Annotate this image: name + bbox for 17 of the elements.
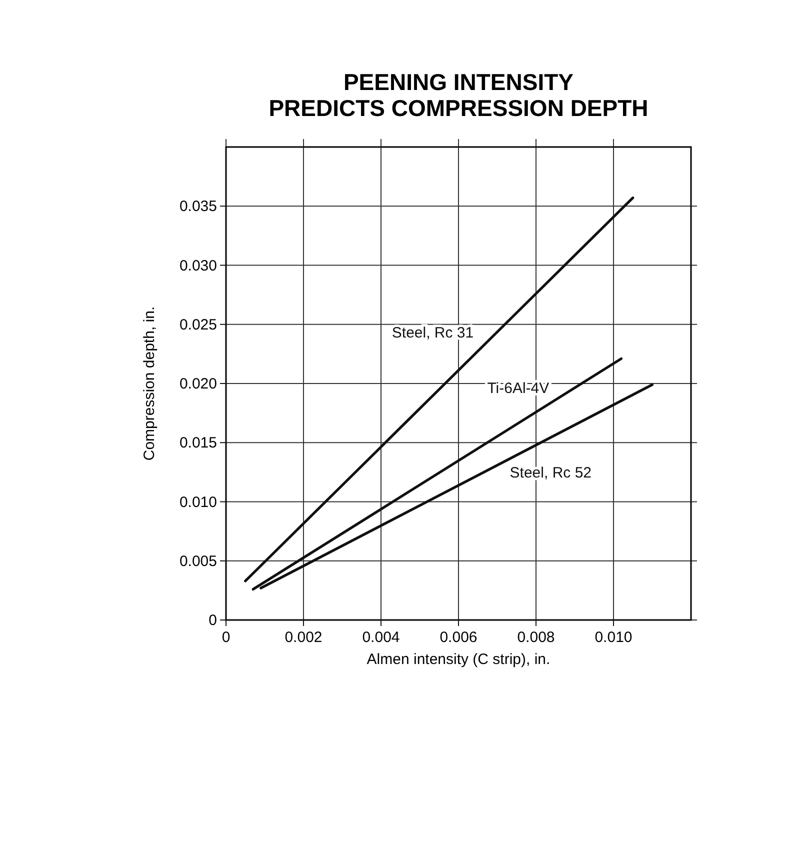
y-tick-label: 0.005 xyxy=(179,552,217,570)
x-tick-label: 0.006 xyxy=(440,629,478,646)
y-axis-title: Compression depth, in. xyxy=(141,306,158,461)
chart-title: PEENING INTENSITY PREDICTS COMPRESSION DEPTH xyxy=(268,69,648,121)
x-tick-label: 0.010 xyxy=(594,629,632,646)
x-tick-label: 0.008 xyxy=(517,629,555,646)
x-tick-label: 0.002 xyxy=(284,629,322,646)
x-axis-title: Almen intensity (C strip), in. xyxy=(366,651,550,668)
y-tick-label: 0.020 xyxy=(179,376,217,392)
y-tick-label: 0.015 xyxy=(179,434,217,452)
y-tick-label: 0.035 xyxy=(179,198,217,216)
x-tick-label: 0.004 xyxy=(362,629,400,646)
y-tick-label: 0 xyxy=(208,612,217,629)
x-tick-label: 0 xyxy=(222,629,230,646)
y-tick-label: 0.010 xyxy=(179,494,217,511)
y-tick-label: 0.025 xyxy=(179,316,217,334)
y-tick-label: 0.030 xyxy=(179,257,217,274)
